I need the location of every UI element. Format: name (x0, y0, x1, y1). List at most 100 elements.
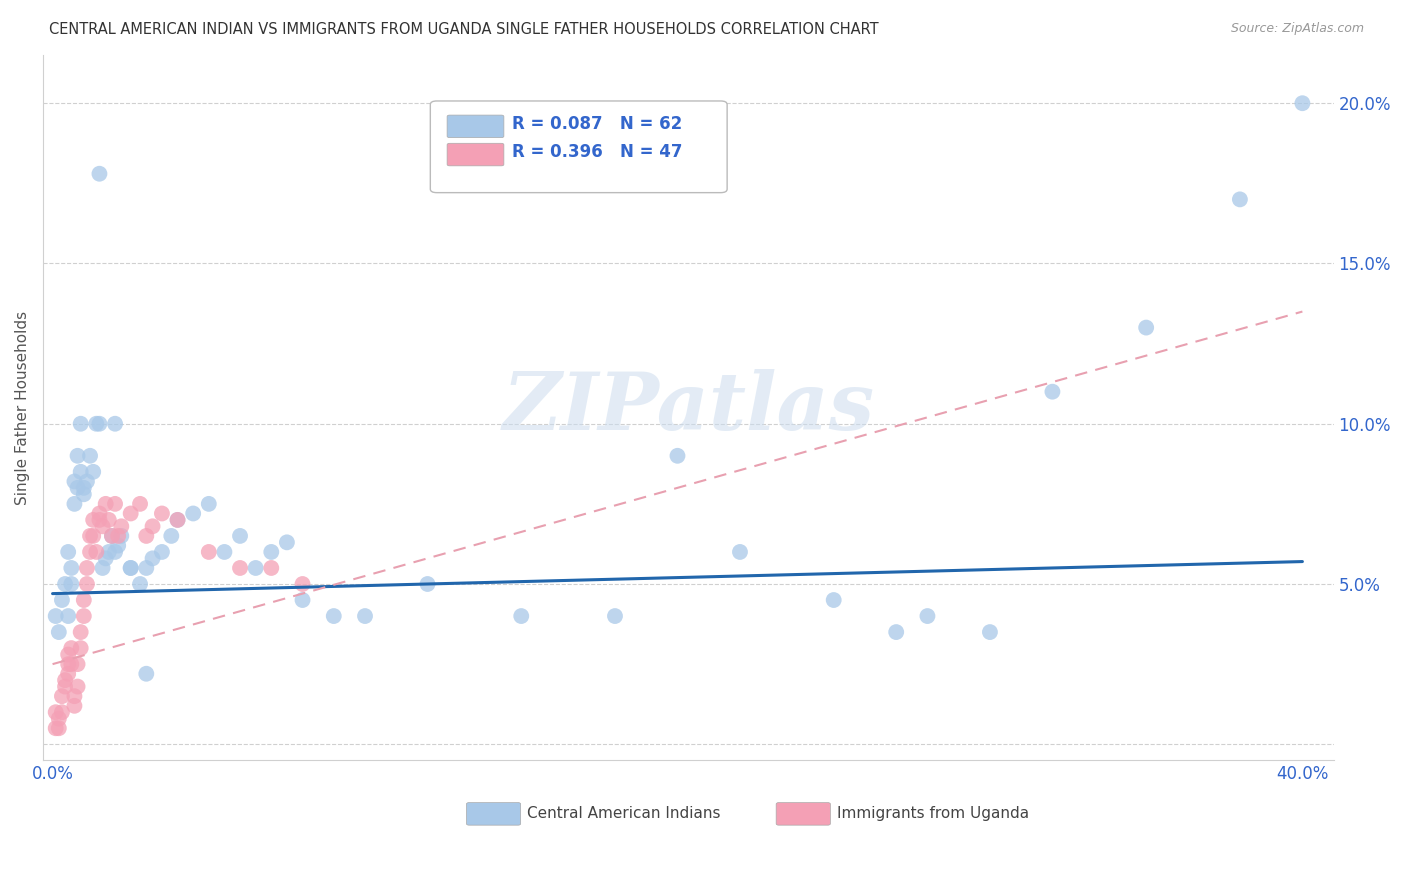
Point (45, 721, 67, 735)
Point (51, 705, 73, 719)
Text: Central American Indians: Central American Indians (527, 806, 721, 822)
Point (129, 577, 152, 591)
Point (69, 641, 91, 656)
Point (142, 551, 165, 566)
Point (89, 507, 111, 521)
Point (104, 497, 127, 511)
Point (97, 545, 120, 559)
Point (69, 417, 91, 431)
Point (45, 705, 67, 719)
Point (1042, 384, 1064, 399)
Point (291, 593, 314, 607)
Point (166, 513, 188, 527)
Point (1291, 96, 1313, 111)
Point (60, 641, 83, 656)
Point (56, 545, 79, 559)
Point (120, 561, 142, 575)
Text: Immigrants from Uganda: Immigrants from Uganda (837, 806, 1029, 822)
Point (60, 657, 83, 672)
Point (129, 497, 152, 511)
Point (166, 513, 188, 527)
Point (89, 417, 111, 431)
Point (728, 545, 751, 559)
Point (666, 449, 689, 463)
Point (73, 593, 96, 607)
Point (63, 698, 86, 713)
Point (354, 609, 377, 624)
Point (69, 465, 91, 479)
Point (82, 465, 104, 479)
Point (917, 609, 939, 624)
Point (214, 545, 236, 559)
Point (86, 545, 108, 559)
Point (79, 545, 101, 559)
Point (48, 721, 70, 735)
Point (979, 625, 1001, 640)
Point (73, 481, 96, 495)
Point (229, 529, 252, 543)
Point (322, 609, 344, 624)
Point (60, 561, 83, 575)
Point (89, 167, 111, 181)
Point (1135, 320, 1157, 334)
Point (56, 648, 79, 662)
FancyBboxPatch shape (447, 115, 503, 137)
Text: R = 0.087   N = 62: R = 0.087 N = 62 (512, 115, 682, 133)
Text: Source: ZipAtlas.com: Source: ZipAtlas.com (1230, 22, 1364, 36)
Point (45, 609, 67, 624)
Point (150, 545, 173, 559)
Point (51, 593, 73, 607)
Point (150, 507, 173, 521)
Point (66, 657, 89, 672)
Point (603, 609, 626, 624)
Point (48, 625, 70, 640)
Point (56, 666, 79, 681)
Point (1229, 193, 1251, 207)
Point (142, 519, 165, 533)
Point (198, 545, 221, 559)
Point (63, 497, 86, 511)
Point (69, 625, 91, 640)
Point (97, 513, 120, 527)
Point (94, 551, 117, 566)
Point (79, 449, 101, 463)
Text: ZIPatlas: ZIPatlas (502, 369, 875, 447)
Point (135, 561, 157, 575)
Point (245, 561, 267, 575)
Point (135, 529, 157, 543)
Point (823, 593, 845, 607)
Point (56, 609, 79, 624)
Point (104, 545, 127, 559)
FancyBboxPatch shape (430, 101, 727, 193)
Point (56, 657, 79, 672)
Point (76, 577, 98, 591)
Point (110, 519, 132, 533)
Point (135, 666, 157, 681)
Point (73, 609, 96, 624)
Text: R = 0.396   N = 47: R = 0.396 N = 47 (512, 144, 682, 161)
Point (76, 561, 98, 575)
Point (94, 497, 117, 511)
Point (181, 507, 204, 521)
Point (107, 529, 129, 543)
FancyBboxPatch shape (447, 144, 503, 166)
Point (120, 507, 142, 521)
Y-axis label: Single Father Households: Single Father Households (15, 310, 30, 505)
Point (229, 561, 252, 575)
Point (884, 625, 907, 640)
Point (82, 529, 104, 543)
Point (89, 513, 111, 527)
Point (110, 529, 132, 543)
Point (76, 475, 98, 489)
Point (160, 529, 183, 543)
Point (86, 417, 108, 431)
Point (66, 680, 89, 694)
Point (63, 475, 86, 489)
Point (276, 535, 298, 549)
Point (107, 539, 129, 553)
Point (60, 577, 83, 591)
Point (260, 561, 283, 575)
Point (291, 577, 314, 591)
Point (104, 417, 127, 431)
Point (260, 545, 283, 559)
